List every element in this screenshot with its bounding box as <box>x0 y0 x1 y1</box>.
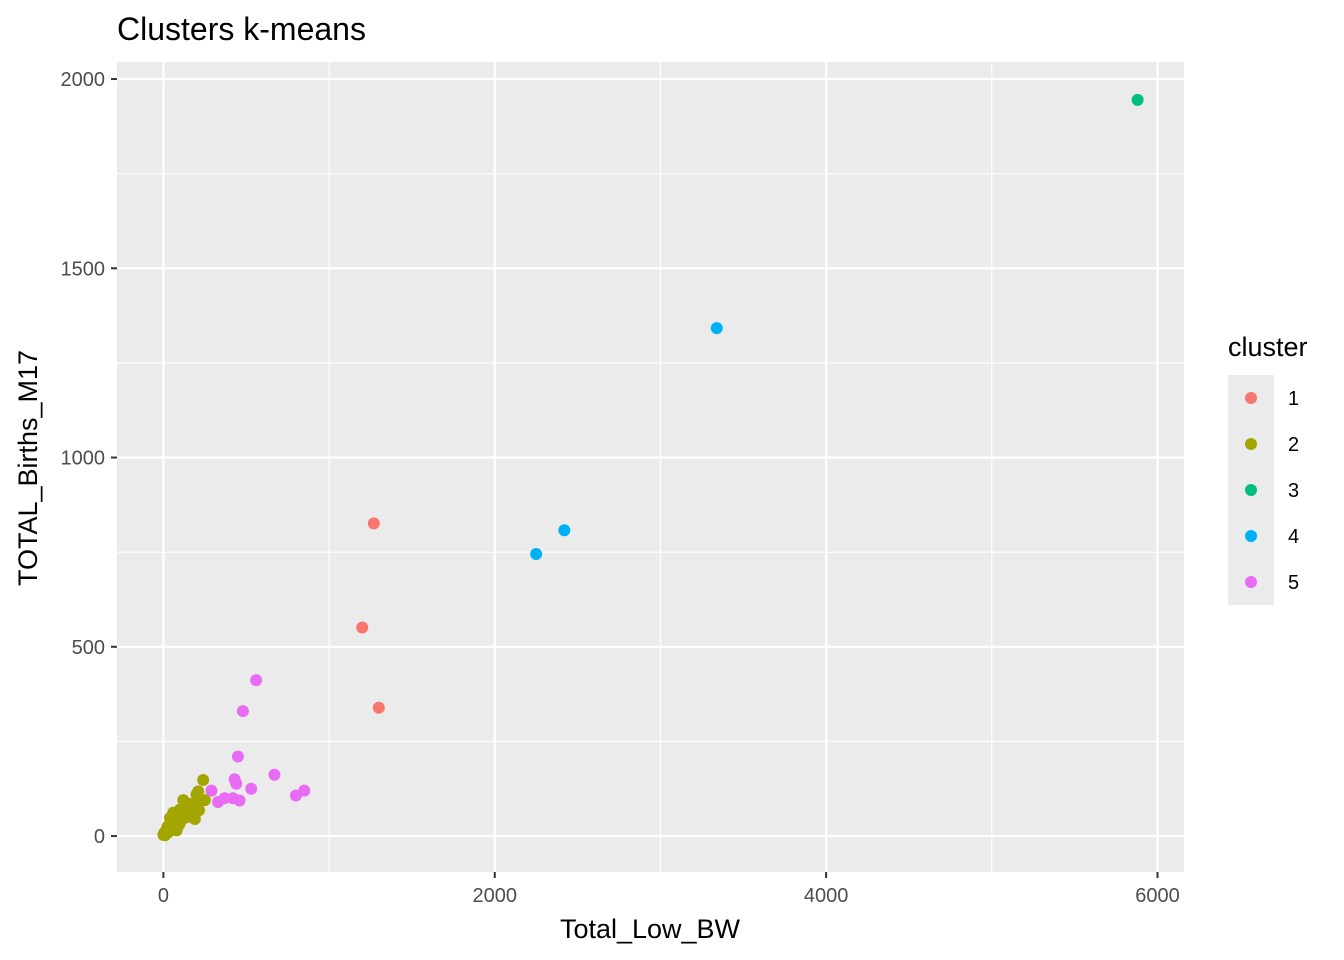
plot-panel <box>117 62 1184 872</box>
legend-label-5: 5 <box>1288 572 1299 594</box>
data-point-cluster-1 <box>356 621 369 634</box>
y-tick-label: 1500 <box>61 258 106 280</box>
y-axis-title: TOTAL_Births_M17 <box>13 350 43 586</box>
legend-label-4: 4 <box>1288 526 1299 548</box>
legend-key-3 <box>1245 484 1257 496</box>
data-point-cluster-2 <box>193 804 206 817</box>
y-tick-label: 0 <box>94 826 105 848</box>
x-tick-label: 0 <box>158 885 169 907</box>
data-point-cluster-2 <box>170 824 183 837</box>
data-point-cluster-2 <box>197 774 210 787</box>
data-point-cluster-5 <box>245 782 258 795</box>
legend: cluster 1 2 3 4 5 <box>1228 332 1308 605</box>
data-point-cluster-5 <box>231 750 244 763</box>
data-points <box>157 93 1144 842</box>
y-tick-label: 1000 <box>61 448 106 470</box>
grid-lines <box>117 62 1184 872</box>
data-point-cluster-1 <box>372 701 385 714</box>
data-point-cluster-1 <box>367 517 380 530</box>
axis-ticks: 0 2000 4000 6000 0 500 1000 1500 2000 <box>61 69 1180 907</box>
legend-label-2: 2 <box>1288 434 1299 456</box>
data-point-cluster-2 <box>198 794 211 807</box>
x-tick-label: 6000 <box>1135 885 1180 907</box>
legend-title: cluster <box>1228 332 1308 362</box>
legend-label-1: 1 <box>1288 388 1299 410</box>
data-point-cluster-5 <box>236 705 249 718</box>
data-point-cluster-5 <box>268 768 281 781</box>
chart-title: Clusters k-means <box>117 11 366 47</box>
legend-key-2 <box>1245 438 1257 450</box>
legend-key-5 <box>1245 576 1257 588</box>
x-tick-label: 2000 <box>473 885 518 907</box>
x-axis-title: Total_Low_BW <box>560 914 741 944</box>
data-point-cluster-2 <box>192 785 205 798</box>
data-point-cluster-4 <box>710 322 723 335</box>
data-point-cluster-5 <box>250 674 263 687</box>
data-point-cluster-3 <box>1131 93 1144 106</box>
y-tick-label: 2000 <box>61 69 106 91</box>
data-point-cluster-5 <box>233 794 246 807</box>
x-tick-label: 4000 <box>804 885 849 907</box>
data-point-cluster-5 <box>289 789 302 802</box>
legend-key-1 <box>1245 392 1257 404</box>
data-point-cluster-5 <box>212 795 225 808</box>
data-point-cluster-2 <box>164 811 177 824</box>
data-point-cluster-4 <box>558 524 571 537</box>
data-point-cluster-5 <box>205 784 218 797</box>
data-point-cluster-2 <box>159 829 172 842</box>
legend-label-3: 3 <box>1288 480 1299 502</box>
data-point-cluster-5 <box>230 777 243 790</box>
data-point-cluster-4 <box>530 548 543 561</box>
y-tick-label: 500 <box>72 637 105 659</box>
legend-key-4 <box>1245 530 1257 542</box>
